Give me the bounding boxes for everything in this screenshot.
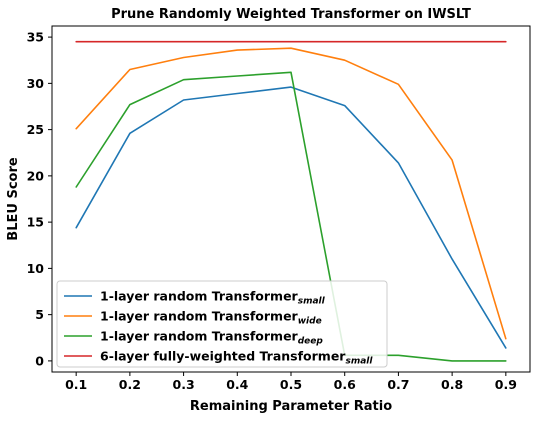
legend-label: 1-layer random Transformersmall [100,289,326,307]
x-axis-ticks: 0.1 0.2 0.3 0.4 0.5 0.6 0.7 0.8 0.9 [65,372,517,392]
legend-box [56,280,388,368]
series-layer [75,40,507,362]
legend-label-text: 1-layer random Transformer [100,329,299,344]
x-tick-label: 0.9 [495,377,517,392]
legend-label: 1-layer random Transformerdeep [100,329,323,347]
x-tick-label: 0.4 [226,377,248,392]
chart-title: Prune Randomly Weighted Transformer on I… [111,7,471,22]
x-tick-label: 0.1 [65,377,87,392]
plot-frame [51,25,531,373]
x-tick-label: 0.2 [119,377,141,392]
legend-label: 1-layer random Transformerwide [100,309,322,327]
x-tick-label: 0.3 [173,377,195,392]
x-tick-label: 0.5 [280,377,302,392]
series-line-3 [75,71,507,362]
legend-label-subscript: small [345,357,373,367]
y-tick-label: 0 [35,353,44,368]
legend-label: 6-layer fully-weighted Transformersmall [100,349,373,367]
y-tick-label: 30 [27,76,45,91]
legend-label-text: 6-layer fully-weighted Transformer [100,349,346,364]
legend-label-subscript: deep [298,337,324,347]
y-axis-ticks: 0 5 10 15 20 25 30 35 [27,30,52,368]
x-tick-label: 0.8 [441,377,463,392]
x-axis-label: Remaining Parameter Ratio [190,399,392,414]
legend-label-subscript: wide [298,317,322,327]
y-tick-label: 20 [27,168,45,183]
y-tick-label: 25 [27,122,44,137]
legend-label-text: 1-layer random Transformer [100,289,299,304]
x-tick-label: 0.7 [387,377,409,392]
legend-label-subscript: small [298,297,326,307]
x-tick-label: 0.6 [334,377,356,392]
legend-label-text: 1-layer random Transformer [100,309,299,324]
y-axis-label: BLEU Score [6,157,21,241]
y-tick-label: 15 [27,215,44,230]
y-tick-label: 10 [27,261,45,276]
y-tick-label: 5 [35,307,44,322]
y-tick-label: 35 [27,30,44,45]
series-line-2 [75,47,507,340]
series-line-1 [75,86,507,349]
